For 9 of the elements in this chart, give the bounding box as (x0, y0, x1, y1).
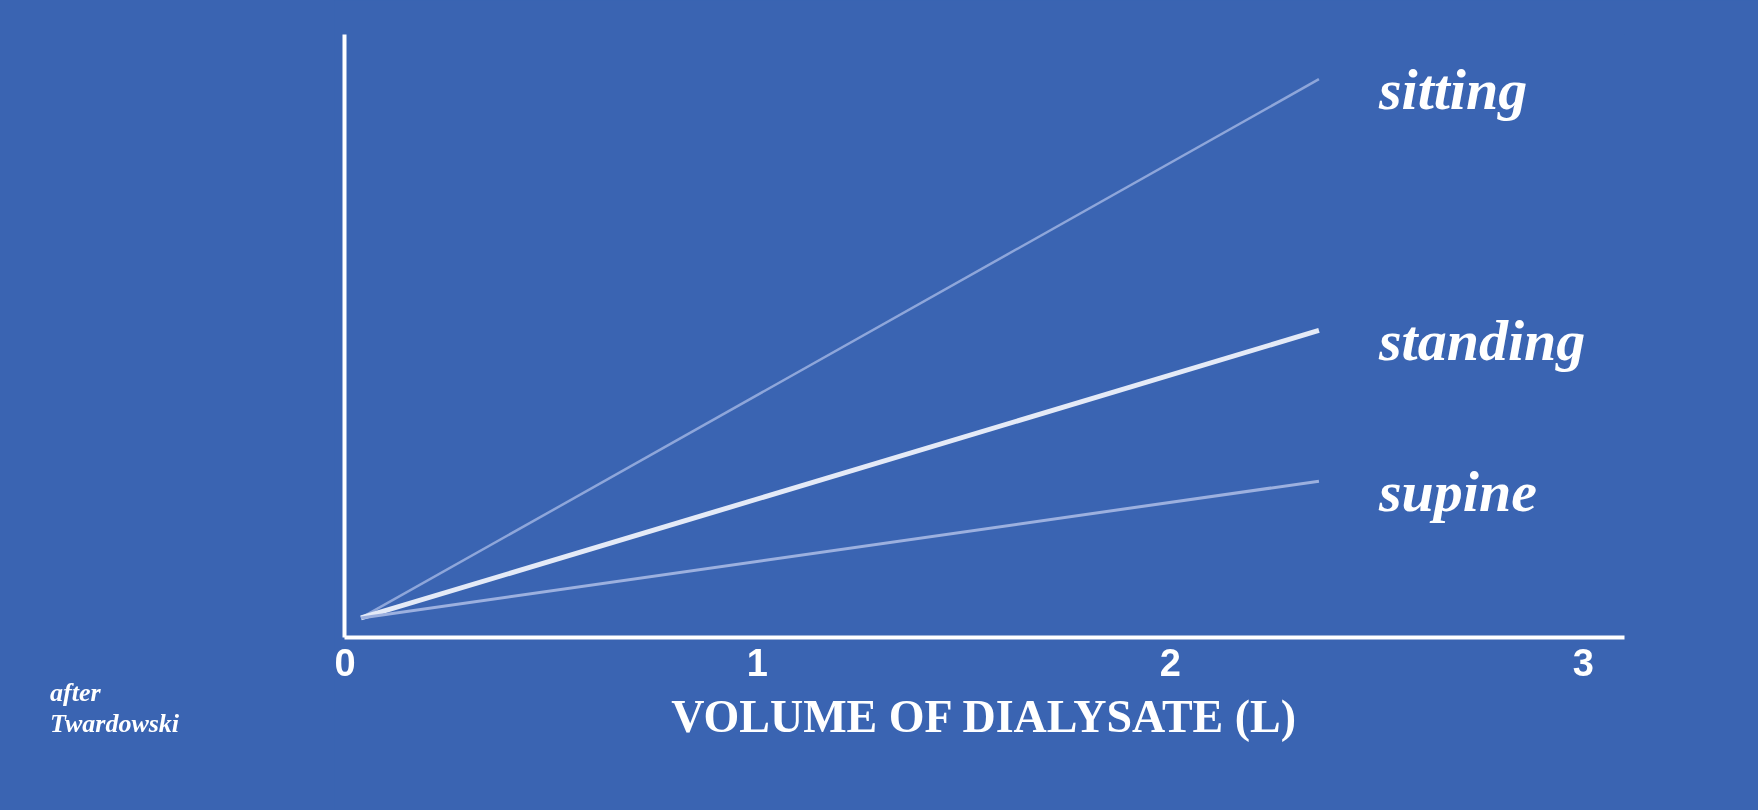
x-tick-label: 0 (334, 641, 356, 684)
series-label: standing (1377, 307, 1586, 373)
text: after Twardowski (50, 677, 180, 740)
x-tick-label: 2 (1159, 641, 1181, 684)
x-axis-title: VOLUME OF DIALYSATE (L) (671, 690, 1297, 742)
x-tick-label: 1 (746, 641, 768, 684)
series-label: sitting (1377, 56, 1528, 122)
series-label: supine (1377, 458, 1537, 524)
x-tick-label: 3 (1572, 641, 1594, 684)
